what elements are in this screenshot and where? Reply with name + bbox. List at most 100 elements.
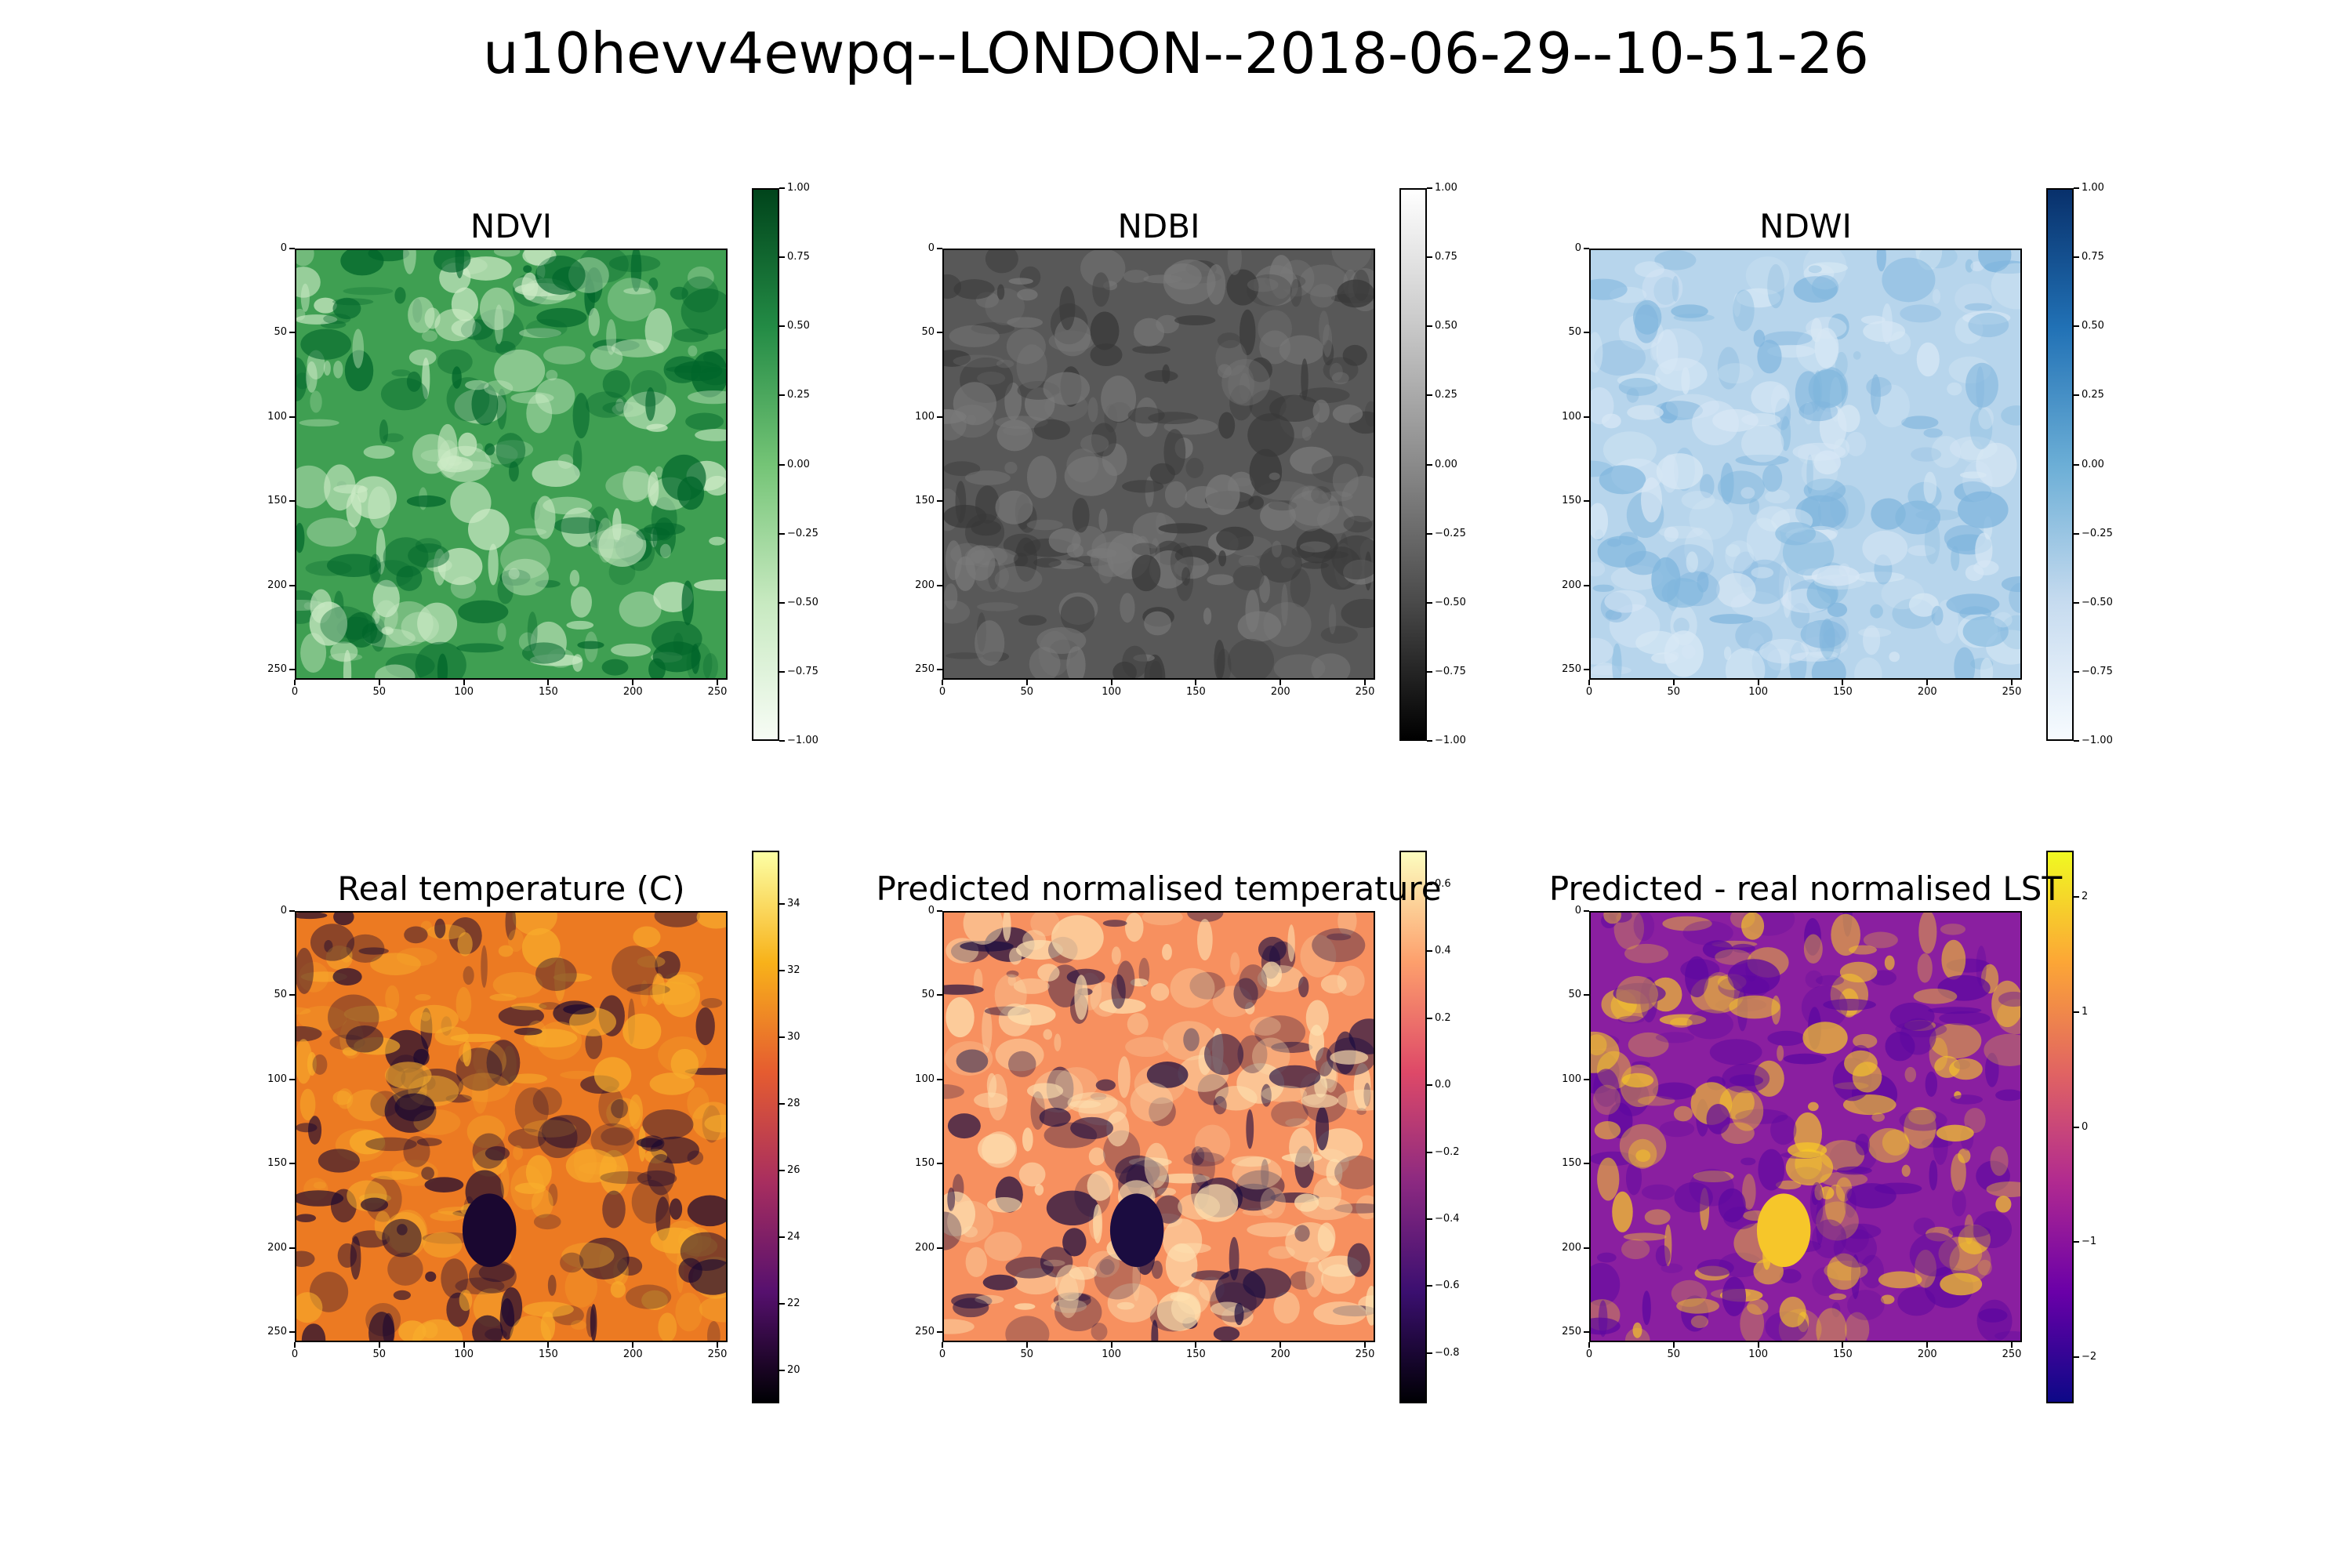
heatmap-texture-blob — [1603, 913, 1621, 924]
heatmap-texture-blob — [685, 412, 724, 430]
heatmap-texture-blob — [532, 460, 580, 488]
y-tick-label: 50 — [274, 989, 287, 1001]
heatmap-texture-blob — [1218, 550, 1227, 567]
heatmap-texture-blob — [1867, 1127, 1910, 1163]
heatmap-texture-blob — [1661, 1263, 1683, 1273]
heatmap-texture-blob — [421, 330, 438, 342]
heatmap-texture-blob — [1022, 930, 1047, 950]
heatmap-texture-blob — [572, 393, 590, 439]
heatmap-texture-blob — [1013, 978, 1050, 994]
heatmap-texture-blob — [960, 941, 1014, 952]
heatmap-texture-blob — [1800, 619, 1846, 649]
heatmap-texture-blob — [585, 1029, 603, 1060]
heatmap-texture-blob — [590, 1304, 597, 1341]
heatmap-texture-blob — [1641, 477, 1662, 523]
heatmap-texture-blob — [471, 383, 499, 426]
heatmap-texture-blob — [1043, 372, 1091, 405]
heatmap-texture-blob — [403, 250, 416, 274]
heatmap-texture-blob — [408, 296, 435, 333]
colorbar-tick-mark — [1427, 187, 1432, 189]
heatmap-texture-blob — [465, 379, 489, 390]
heatmap-texture-blob — [456, 986, 472, 1022]
heatmap-texture-blob — [570, 1319, 587, 1330]
heatmap-texture-blob — [417, 602, 458, 644]
colorbar-tick-label: −0.4 — [1435, 1213, 1460, 1225]
heatmap-texture-blob — [1347, 1243, 1370, 1277]
heatmap-texture-blob — [332, 297, 361, 320]
heatmap-texture-blob — [1811, 274, 1839, 299]
heatmap-texture-blob — [1871, 374, 1881, 415]
y-tick-label: 100 — [1562, 410, 1581, 423]
heatmap-texture-blob — [1353, 1062, 1371, 1110]
heatmap-texture-blob — [1294, 1225, 1310, 1242]
panel-title-predicted-normalised-temperature: Predicted normalised temperature — [876, 869, 1442, 908]
heatmap-texture-blob — [346, 1025, 384, 1053]
y-tick-mark — [1584, 500, 1589, 503]
heatmap-texture-blob — [1016, 939, 1063, 960]
heatmap-texture-blob — [1908, 593, 1939, 617]
heatmap-texture-blob — [1054, 1293, 1102, 1332]
heatmap-texture-blob — [1954, 647, 1976, 678]
x-tick-mark — [1672, 680, 1675, 685]
heatmap-texture-blob — [346, 934, 385, 963]
heatmap-texture-blob — [1816, 1308, 1847, 1341]
heatmap-texture-blob — [1940, 1272, 1983, 1296]
heatmap-texture-blob — [525, 1155, 552, 1190]
heatmap-texture-blob — [956, 1049, 989, 1073]
colorbar-tick-label: 1.00 — [2082, 182, 2104, 194]
heatmap-texture-blob — [350, 1236, 361, 1280]
heatmap-texture-blob — [1899, 1109, 1947, 1131]
heatmap-texture-blob — [1131, 543, 1158, 556]
heatmap-texture-blob — [296, 267, 321, 298]
heatmap-texture-blob — [1051, 1298, 1087, 1313]
heatmap-texture-blob — [977, 372, 1006, 385]
heatmap-texture-blob — [636, 1138, 663, 1148]
heatmap-texture-blob — [1039, 1107, 1071, 1127]
heatmap-texture-blob — [1929, 1037, 1948, 1071]
heatmap-texture-blob — [1733, 293, 1741, 318]
heatmap-texture-blob — [1618, 377, 1657, 396]
heatmap-texture-blob — [500, 538, 550, 579]
heatmap-texture-blob — [374, 600, 398, 634]
x-tick-mark — [294, 680, 296, 685]
heatmap-texture-blob — [1838, 563, 1850, 577]
heatmap-texture-blob — [1854, 657, 1882, 678]
heatmap-texture-blob — [1165, 1243, 1198, 1287]
colorbar-predicted-real-normalised-lst — [2046, 851, 2074, 1403]
heatmap-texture-blob — [590, 528, 644, 559]
heatmap-texture-blob — [946, 652, 984, 659]
heatmap-texture-blob — [1901, 416, 1939, 430]
heatmap-texture-blob — [505, 913, 517, 941]
heatmap-texture-blob — [1007, 1004, 1056, 1025]
colorbar-tick-mark — [1427, 1218, 1432, 1220]
heatmap-texture-blob — [1253, 264, 1298, 307]
heatmap-texture-blob — [1058, 592, 1098, 625]
heatmap-texture-blob — [1218, 412, 1236, 439]
heatmap-texture-blob — [1706, 1103, 1730, 1134]
heatmap-texture-blob — [642, 1109, 694, 1140]
heatmap-texture-blob — [1246, 1109, 1254, 1149]
heatmap-texture-blob — [696, 913, 726, 929]
heatmap-texture-blob — [971, 520, 1001, 536]
heatmap-texture-blob — [1099, 998, 1146, 1014]
heatmap-texture-blob — [709, 536, 726, 546]
colorbar-tick-mark — [779, 1236, 785, 1238]
heatmap-texture-blob — [1151, 1260, 1163, 1279]
heatmap-texture-blob — [1889, 1002, 1935, 1031]
heatmap-texture-blob — [1984, 1033, 2020, 1066]
heatmap-texture-blob — [1673, 617, 1690, 635]
heatmap-texture-blob — [1978, 407, 1994, 430]
heatmap-texture-blob — [383, 433, 404, 443]
heatmap-texture-blob — [1197, 919, 1213, 960]
heatmap-texture-blob — [372, 579, 400, 618]
colorbar-tick-label: −0.25 — [1435, 527, 1466, 539]
heatmap-texture-blob — [1626, 387, 1639, 403]
heatmap-texture-blob — [1759, 638, 1809, 664]
heatmap-texture-blob — [1741, 913, 1765, 940]
y-tick-label: 200 — [1562, 579, 1581, 591]
heatmap-texture-blob — [965, 545, 996, 581]
heatmap-texture-blob — [1831, 1301, 1841, 1318]
heatmap-texture-blob — [333, 485, 368, 494]
heatmap-texture-blob — [600, 1171, 652, 1185]
colorbar-tick-mark — [779, 1036, 785, 1038]
